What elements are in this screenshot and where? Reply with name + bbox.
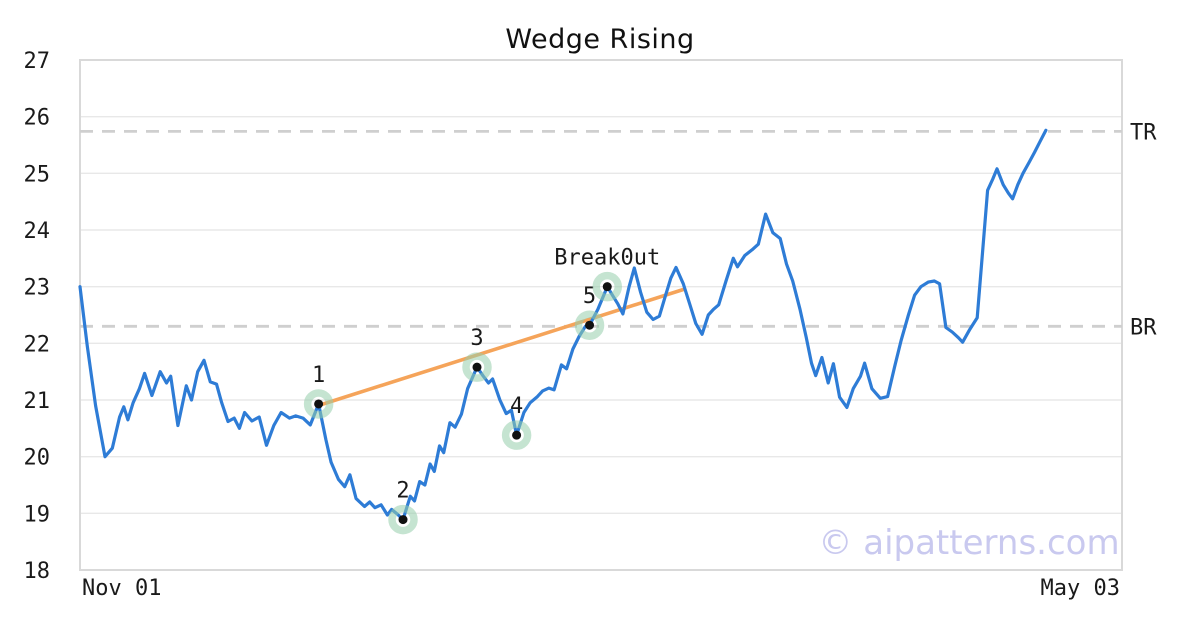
y-tick-label: 20 <box>24 446 51 471</box>
wedge-trendline <box>317 287 686 407</box>
marker-dot <box>512 430 522 440</box>
point-label: 1 <box>312 363 325 388</box>
y-tick-label: 26 <box>24 106 51 131</box>
marker-dot <box>585 320 595 330</box>
x-tick-label: May 03 <box>1041 576 1120 601</box>
price-line <box>78 128 1048 522</box>
marker-ring <box>388 504 418 535</box>
y-tick-label: 22 <box>24 332 51 357</box>
y-tick-label: 27 <box>24 49 51 74</box>
x-tick-label: Nov 01 <box>82 576 161 601</box>
point-label: 4 <box>510 394 523 419</box>
marker-ring <box>501 420 532 450</box>
level-label-br: BR <box>1130 315 1157 340</box>
y-tick-label: 23 <box>24 276 51 301</box>
y-tick-label: 21 <box>24 389 51 414</box>
point-label: 3 <box>470 326 483 351</box>
marker-ring <box>592 271 623 302</box>
chart-title: Wedge Rising <box>505 24 695 55</box>
y-tick-label: 24 <box>24 219 51 244</box>
y-tick-label: 19 <box>24 502 51 527</box>
plot-border <box>79 59 1123 571</box>
marker-ring <box>462 352 492 382</box>
point-label: Break0ut <box>554 246 660 271</box>
marker-dot <box>602 282 612 292</box>
watermark: © aipatterns.com <box>818 523 1120 563</box>
point-label: 5 <box>583 284 596 309</box>
level-label-tr: TR <box>1130 120 1157 145</box>
y-tick-label: 18 <box>24 559 51 584</box>
marker-ring <box>574 310 605 340</box>
marker-dot <box>472 362 482 372</box>
y-tick-label: 25 <box>24 162 51 187</box>
marker-dot <box>314 399 324 409</box>
marker-dot <box>398 515 408 525</box>
marker-ring <box>303 389 334 419</box>
point-label: 2 <box>396 479 409 504</box>
